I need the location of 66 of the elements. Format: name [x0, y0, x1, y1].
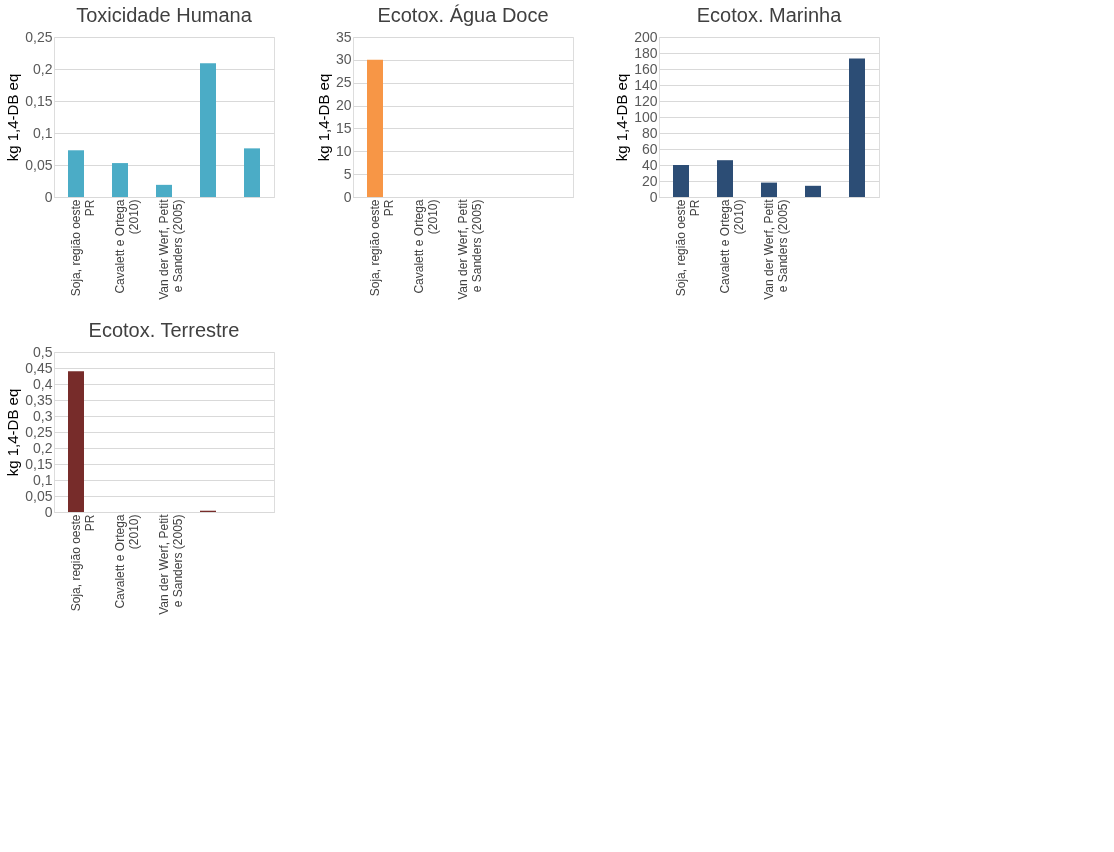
x-tick-label: Van der Werf, Petit e Sanders (2005) — [762, 198, 790, 300]
y-tick-label: 25 — [335, 74, 352, 91]
bar — [244, 148, 260, 197]
y-tick-label: 0 — [649, 188, 658, 205]
y-tick-label: 0,25 — [25, 423, 53, 440]
x-tick-label: Cavalett e Ortega (2010) — [718, 199, 746, 294]
x-tick-label: Soja, região oeste PR — [674, 199, 702, 297]
y-tick-label: 0,15 — [25, 92, 53, 109]
bar — [805, 185, 821, 197]
y-tick-label: 0,45 — [25, 359, 53, 376]
bar — [717, 160, 733, 197]
y-tick-label: 20 — [641, 172, 658, 189]
y-tick-label: 30 — [335, 51, 352, 68]
y-tick-label: 120 — [634, 92, 658, 109]
y-tick-label: 0,25 — [25, 28, 53, 45]
y-tick-label: 0,2 — [33, 60, 53, 77]
y-tick-label: 0,05 — [25, 487, 53, 504]
x-tick-label: Cavalett e Ortega (2010) — [113, 514, 141, 609]
bar — [673, 165, 689, 197]
y-tick-label: 0,4 — [33, 375, 53, 392]
y-tick-label: 20 — [335, 97, 352, 114]
y-tick-label: 0 — [343, 188, 352, 205]
y-tick-label: 0,15 — [25, 455, 53, 472]
y-axis-title: kg 1,4-DB eq — [314, 73, 332, 162]
y-tick-label: 0,2 — [33, 439, 53, 456]
chart-title: Ecotox. Água Doce — [377, 4, 549, 26]
bar — [761, 182, 777, 197]
bar — [200, 63, 216, 197]
y-tick-label: 0,3 — [33, 407, 53, 424]
y-tick-label: 200 — [634, 28, 658, 45]
y-tick-label: 0 — [44, 188, 53, 205]
y-tick-label: 0 — [44, 503, 53, 520]
bar — [849, 58, 865, 197]
y-tick-label: 180 — [634, 44, 658, 61]
y-axis-title: kg 1,4-DB eq — [4, 388, 22, 477]
x-tick-label: Van der Werf, Petit e Sanders (2005) — [456, 198, 484, 300]
chart-title: Ecotox. Terrestre — [88, 319, 240, 341]
y-tick-label: 100 — [634, 108, 658, 125]
x-tick-label: Soja, região oeste PR — [69, 514, 97, 612]
y-tick-label: 0,05 — [25, 156, 53, 173]
y-tick-label: 0,35 — [25, 391, 53, 408]
y-tick-label: 0,5 — [33, 343, 53, 360]
y-tick-label: 60 — [641, 140, 658, 157]
x-tick-label: Cavalett e Ortega (2010) — [113, 199, 141, 294]
y-tick-label: 0,1 — [33, 471, 53, 488]
y-tick-label: 10 — [335, 142, 352, 159]
chart-title: Ecotox. Marinha — [696, 4, 843, 26]
bar — [156, 184, 172, 197]
x-tick-label: Soja, região oeste PR — [69, 199, 97, 297]
y-tick-label: 35 — [335, 28, 352, 45]
y-tick-label: 160 — [634, 60, 658, 77]
y-tick-label: 0,1 — [33, 124, 53, 141]
chart-title: Toxicidade Humana — [76, 4, 253, 26]
x-tick-label: Soja, região oeste PR — [368, 199, 396, 297]
x-tick-label: Van der Werf, Petit e Sanders (2005) — [157, 198, 185, 300]
y-tick-label: 140 — [634, 76, 658, 93]
y-tick-label: 15 — [335, 119, 352, 136]
y-tick-label: 5 — [343, 165, 352, 182]
y-tick-label: 80 — [641, 124, 658, 141]
x-tick-label: Van der Werf, Petit e Sanders (2005) — [157, 513, 185, 615]
bar — [112, 163, 128, 197]
bar — [68, 150, 84, 197]
x-tick-label: Cavalett e Ortega (2010) — [412, 199, 440, 294]
y-axis-title: kg 1,4-DB eq — [4, 73, 22, 162]
y-tick-label: 40 — [641, 156, 658, 173]
y-axis-title: kg 1,4-DB eq — [613, 73, 631, 162]
